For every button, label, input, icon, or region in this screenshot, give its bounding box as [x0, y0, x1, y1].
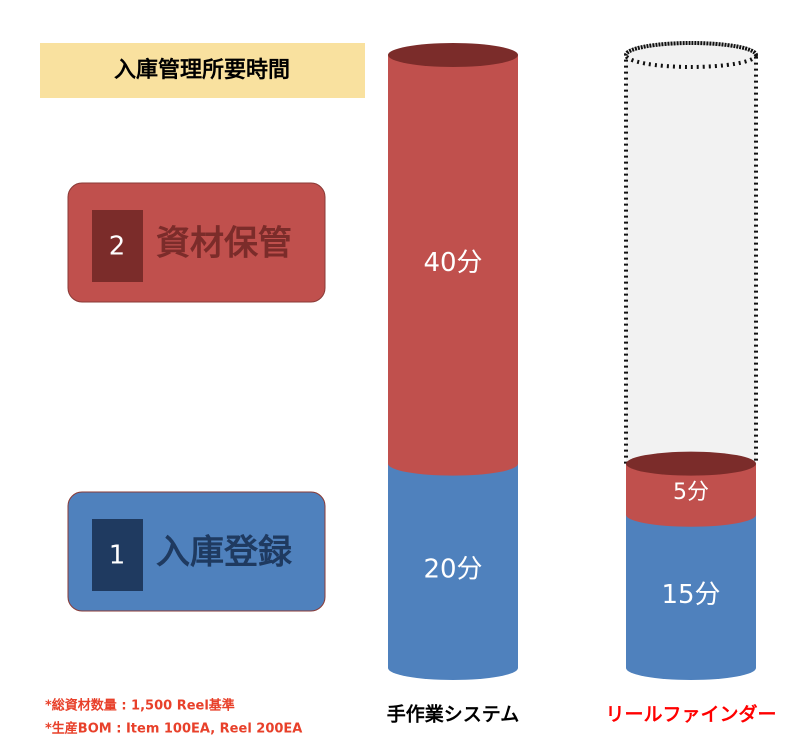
category-label: 手作業システム — [387, 703, 519, 726]
cylinder-segment — [388, 55, 518, 476]
cylinder-segment — [388, 463, 518, 680]
title-box — [40, 43, 365, 98]
value-label: 40分 — [423, 248, 482, 278]
reference-top — [624, 41, 758, 69]
value-label: 15分 — [661, 580, 720, 610]
value-label: 5分 — [673, 480, 709, 505]
legend-label: 入庫登録 — [156, 533, 293, 573]
legend-badge — [92, 210, 143, 282]
legend-number: 2 — [109, 232, 126, 262]
value-label: 20分 — [423, 554, 482, 584]
cylinder-top — [626, 451, 756, 476]
category-label: リールファインダー — [605, 703, 776, 726]
legend-number: 1 — [109, 541, 126, 571]
note: *総資材数量 : 1,500 Reel基準 — [45, 698, 235, 714]
reference-outline — [624, 41, 758, 466]
cylinder-segment — [626, 463, 756, 527]
note: *生産BOM : Item 100EA, Reel 200EA — [45, 721, 302, 737]
title: 入庫管理所要時間 — [114, 57, 290, 83]
cylinder-top — [388, 43, 518, 67]
legend-label: 資材保管 — [156, 224, 292, 264]
cylinder-segment — [626, 514, 756, 680]
legend-badge — [92, 519, 143, 591]
